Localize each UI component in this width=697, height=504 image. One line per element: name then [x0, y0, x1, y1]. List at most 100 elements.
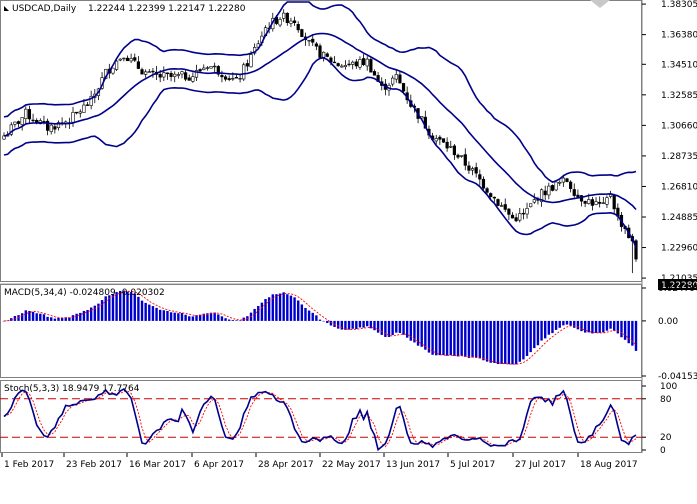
macd-axis: 0.024796 0.00 -0.04153: [642, 284, 697, 382]
candle-body: [16, 121, 21, 124]
macd-bar: [445, 320, 449, 356]
candle-body: [543, 190, 547, 196]
price-tick-label: 1.36380: [661, 31, 697, 41]
candle-body: [49, 124, 53, 132]
macd-bar: [373, 320, 376, 331]
macd-bar: [206, 313, 209, 321]
bollinger-middle-line: [3, 32, 637, 211]
candle-body: [601, 202, 605, 204]
macd-bar: [387, 320, 391, 337]
candle-body: [169, 72, 173, 77]
stoch-label: Stoch(5,3,3) 18.9479 17.7764: [4, 384, 140, 394]
candle-body: [529, 203, 533, 208]
macd-bar: [227, 319, 231, 321]
macd-bar: [311, 312, 314, 321]
price-tick-label: 1.26810: [661, 182, 697, 192]
macd-bar: [108, 295, 111, 321]
macd-bar: [42, 314, 46, 321]
macd-bar: [286, 294, 289, 321]
candle-body: [209, 66, 213, 69]
candle-body: [198, 69, 202, 72]
main-pane-frame: [0, 0, 642, 282]
macd-bar: [260, 302, 264, 321]
macd-bar: [460, 320, 463, 356]
macd-bar: [122, 290, 126, 321]
price-tick-label: 1.32585: [661, 91, 697, 101]
candle-body: [282, 12, 286, 19]
macd-bar: [289, 295, 293, 321]
time-tick-label: 18 Aug 2017: [580, 460, 638, 470]
candle-body: [147, 71, 151, 73]
candle-body: [445, 141, 449, 149]
candle-body: [165, 72, 170, 75]
macd-bar: [28, 310, 31, 321]
macd-bar: [340, 320, 343, 330]
chart-shift-marker: [590, 0, 610, 8]
macd-bar: [580, 320, 583, 332]
macd-bar: [482, 320, 485, 361]
time-tick-label: 16 Mar 2017: [129, 460, 186, 470]
macd-bar: [591, 320, 594, 334]
macd-bar: [126, 291, 129, 321]
candle-body: [467, 165, 471, 171]
candle-body: [569, 181, 573, 189]
macd-bar: [355, 320, 358, 330]
macd-bar: [420, 320, 423, 347]
candle-body: [547, 185, 551, 196]
macd-bar: [24, 310, 27, 321]
candle-body: [24, 108, 28, 119]
macd-bar: [169, 312, 173, 321]
candle-body: [245, 63, 249, 67]
macd-bar: [558, 320, 561, 328]
macd-bar: [514, 320, 518, 365]
candle-body: [460, 155, 464, 157]
macd-label: MACD(5,34,4) -0.024809 -0.020302: [4, 288, 165, 298]
macd-bar: [184, 314, 187, 321]
macd-bar: [82, 310, 86, 321]
macd-bar: [297, 300, 300, 321]
macd-bar: [344, 320, 347, 330]
candle-body: [75, 111, 79, 114]
candle-body: [27, 109, 32, 120]
candle-body: [347, 63, 351, 66]
candle-body: [391, 77, 395, 85]
time-tick-label: 22 May 2017: [322, 460, 381, 470]
candle-body: [558, 181, 562, 184]
macd-bar: [173, 312, 176, 321]
macd-bar: [267, 297, 271, 321]
candle-body: [583, 201, 587, 204]
macd-bar: [442, 320, 445, 356]
macd-bar: [195, 315, 198, 321]
stoch-main-line: [3, 387, 637, 452]
macd-bar: [224, 318, 227, 321]
candle-body: [525, 208, 529, 215]
macd-bar: [50, 317, 53, 321]
macd-bar: [271, 294, 274, 321]
macd-bar: [543, 320, 547, 339]
candle-body: [223, 76, 228, 80]
macd-bar: [17, 315, 20, 321]
header-labels: USDCAD,Daily 1.22244 1.22399 1.22147 1.2…: [4, 4, 246, 14]
macd-bar: [111, 293, 115, 321]
candle-body: [518, 213, 522, 221]
macd-tick-label: -0.04153: [658, 372, 697, 382]
macd-bar: [68, 317, 71, 321]
macd-bar: [489, 320, 492, 363]
candle-body: [507, 208, 511, 215]
macd-bar: [533, 320, 536, 349]
price-tick-label: 1.24885: [661, 213, 697, 223]
macd-bar: [235, 320, 238, 321]
macd-bar: [20, 313, 24, 321]
macd-bar: [238, 320, 242, 322]
candle-body: [300, 29, 304, 37]
macd-bar: [2, 320, 6, 322]
macd-bar: [507, 320, 511, 365]
candle-body: [463, 154, 467, 166]
macd-bar: [180, 312, 184, 321]
macd-bar: [395, 320, 398, 333]
candle-body: [510, 214, 515, 219]
macd-bar: [162, 310, 166, 321]
macd-bar: [438, 320, 442, 356]
macd-bar: [115, 292, 118, 321]
candle-body: [311, 38, 315, 43]
